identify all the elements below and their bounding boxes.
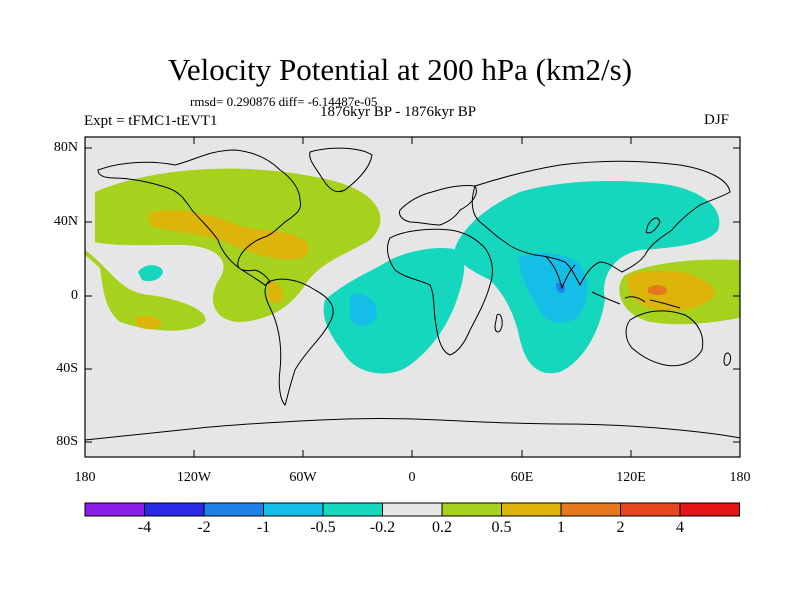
lat-label-0: 0 — [71, 288, 78, 303]
colorbar-box-10 — [620, 502, 681, 517]
lat-label-40n: 40N — [53, 214, 78, 229]
coastline-africa — [387, 228, 493, 356]
contour-mid-north-america — [148, 210, 309, 260]
colorbar-box-8 — [501, 502, 562, 517]
contour-fills — [85, 168, 740, 374]
colorbar-box-11 — [679, 502, 740, 517]
axis-ticks — [84, 137, 741, 457]
coastline-australia — [625, 310, 704, 367]
contour-mid-south-america — [268, 281, 284, 304]
colorbar-label-10: 4 — [676, 519, 684, 536]
colorbar-box-1 — [84, 502, 145, 517]
contour-mid-west-pacific — [627, 270, 715, 311]
contour-mid-pacific-south — [135, 315, 162, 330]
colorbar — [84, 502, 740, 517]
contour-neg-mid-atlantic — [350, 293, 378, 326]
experiment-label: Expt = tFMC1-tEVT1 — [84, 113, 218, 129]
colorbar-box-7 — [441, 502, 502, 517]
colorbar-label-9: 2 — [616, 519, 625, 536]
lon-label-60w: 60W — [289, 470, 317, 485]
lat-label-80n: 80N — [53, 140, 78, 155]
coastline-new-zealand — [723, 352, 731, 366]
lon-label-120w: 120W — [176, 470, 212, 485]
colorbar-label-1: -4 — [137, 519, 152, 536]
colorbar-box-5 — [322, 502, 383, 517]
contour-negative-eurasia — [455, 180, 720, 374]
colorbar-label-8: 1 — [557, 519, 565, 536]
coastline-south-america — [264, 278, 334, 406]
colorbar-box-3 — [203, 502, 264, 517]
colorbar-box-2 — [144, 502, 205, 517]
coastline-greenland — [309, 147, 373, 193]
coastline-antarctica — [84, 418, 741, 441]
colorbar-label-2: -2 — [197, 519, 211, 536]
lon-label-180w: 180 — [74, 470, 96, 485]
coastline-india — [544, 255, 576, 290]
colorbar-label-7: 0.5 — [491, 519, 512, 536]
coastline-north-america — [97, 149, 302, 286]
contour-negative-central-pacific — [138, 265, 163, 282]
colorbar-label-6: 0.2 — [432, 519, 452, 536]
coastline-japan — [645, 217, 661, 234]
season-label: DJF — [704, 112, 730, 128]
lon-label-60e: 60E — [510, 470, 534, 485]
contour-strong-west-pacific — [648, 285, 668, 295]
contour-neg-mid-indian — [518, 253, 588, 323]
stats-text: rmsd= 0.290876 diff= -6.14487e-05 — [190, 94, 378, 109]
coastline-asia — [471, 160, 731, 287]
colorbar-box-6 — [382, 502, 443, 517]
coastline-indonesia — [591, 291, 681, 309]
contour-positive-pacific-south — [85, 250, 206, 331]
lon-label-120e: 120E — [616, 470, 646, 485]
colorbar-box-4 — [263, 502, 324, 517]
coastline-europe — [399, 185, 477, 226]
colorbar-box-9 — [560, 502, 621, 517]
lon-label-0: 0 — [408, 470, 416, 485]
lon-label-180e: 180 — [729, 470, 751, 485]
colorbar-label-3: -1 — [256, 519, 271, 536]
coastline-madagascar — [494, 313, 503, 333]
figure-title: Velocity Potential at 200 hPa (km2/s) — [167, 52, 633, 87]
colorbar-label-4: -0.5 — [310, 519, 336, 536]
coastlines — [84, 147, 741, 441]
contour-neg-strong-indian — [555, 282, 565, 293]
period-text: 1876kyr BP - 1876kyr BP — [320, 104, 477, 120]
contour-negative-atlantic — [323, 248, 465, 374]
lat-label-80s: 80S — [56, 434, 78, 449]
lat-label-40s: 40S — [56, 361, 78, 376]
colorbar-label-5: -0.2 — [369, 519, 396, 536]
